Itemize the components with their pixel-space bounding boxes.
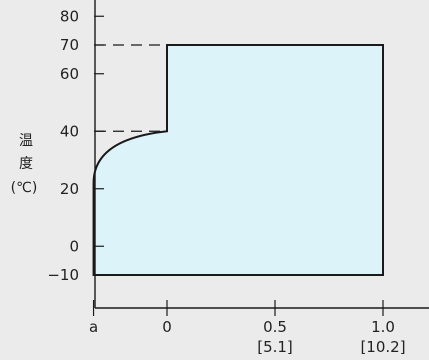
y-axis-title-2: (℃) [11, 180, 38, 196]
x-tick-label-3: 1.0 [371, 318, 395, 336]
x-tick-label-1: 0 [162, 318, 172, 336]
x-tick-label-0: a [89, 318, 98, 336]
y-tick-label-2: 60 [60, 65, 79, 83]
y-tick-label-5: 0 [69, 237, 79, 255]
y-tick-label-4: 20 [60, 180, 79, 198]
x-tick-sublabel-2: [5.1] [257, 338, 293, 356]
y-axis-title-0: 温 [19, 133, 33, 149]
y-tick-label-0: 80 [60, 7, 79, 25]
x-tick-label-2: 0.5 [263, 318, 287, 336]
y-tick-label-3: 40 [60, 122, 79, 140]
x-tick-sublabel-3: [10.2] [360, 338, 405, 356]
y-tick-label-1: 70 [60, 36, 79, 54]
y-tick-label-6: −10 [47, 266, 79, 284]
y-axis-title-1: 度 [19, 156, 33, 172]
operating-region [92, 44, 384, 276]
